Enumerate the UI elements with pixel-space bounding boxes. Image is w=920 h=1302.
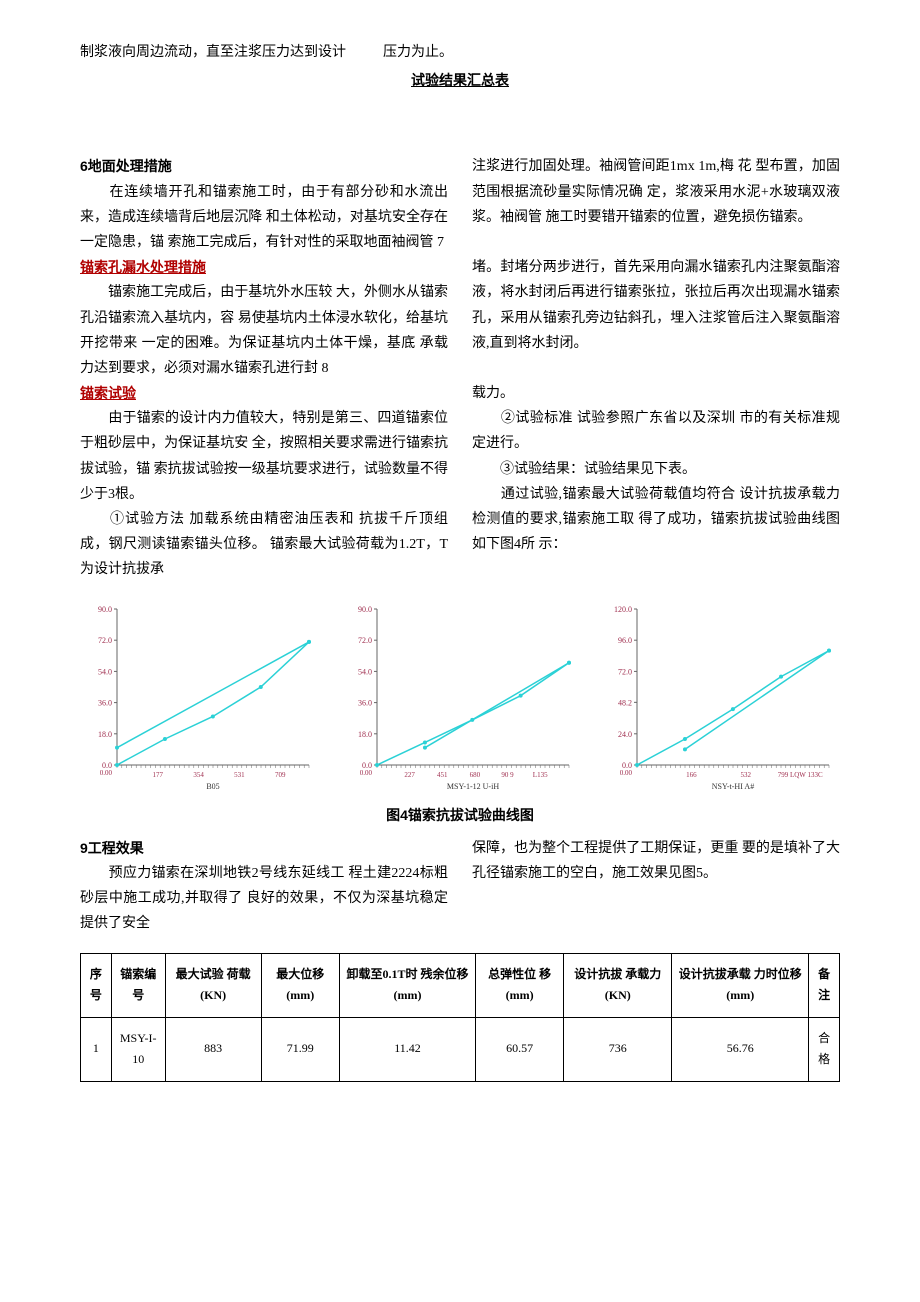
svg-text:36.0: 36.0 (98, 698, 112, 707)
chart-1: 0.018.036.054.072.090.0177354531709B050.… (80, 599, 320, 799)
section-9-left: 预应力锚索在深圳地铁2号线东延线工 程土建2224标粗砂层中施工成功,并取得了 … (80, 861, 448, 937)
th-3: 最大位移 (mm) (261, 953, 339, 1017)
td-2: 883 (165, 1017, 261, 1081)
th-4: 卸载至0.1T时 残余位移(mm) (339, 953, 475, 1017)
svg-text:54.0: 54.0 (358, 667, 372, 676)
chart-2: 0.018.036.054.072.090.022745168090 9L135… (340, 599, 580, 799)
section-9: 9工程效果 预应力锚索在深圳地铁2号线东延线工 程土建2224标粗砂层中施工成功… (80, 836, 840, 937)
results-table: 序号 锚索编号 最大试验 荷载(KN) 最大位移 (mm) 卸载至0.1T时 残… (80, 953, 840, 1082)
th-5: 总弹性位 移(mm) (476, 953, 564, 1017)
th-0: 序号 (81, 953, 112, 1017)
svg-text:NSY-t-HI A#: NSY-t-HI A# (712, 782, 754, 791)
svg-text:531: 531 (234, 771, 245, 779)
svg-text:451: 451 (437, 771, 448, 779)
svg-text:72.0: 72.0 (358, 636, 372, 645)
td-0: 1 (81, 1017, 112, 1081)
th-2: 最大试验 荷载(KN) (165, 953, 261, 1017)
section-7-title: 锚索孔漏水处理措施 (80, 255, 448, 280)
section-8-right-p2: ②试验标准 试验参照广东省以及深圳 市的有关标准规定进行。 (472, 406, 840, 456)
svg-text:18.0: 18.0 (358, 729, 372, 738)
section-8-left-p2: ①试验方法 加载系统由精密油压表和 抗拔千斤顶组成，钢尺测读锚索锚头位移。 锚索… (80, 507, 448, 583)
th-1: 锚索编号 (111, 953, 165, 1017)
svg-text:18.0: 18.0 (98, 729, 112, 738)
svg-text:0.00: 0.00 (620, 769, 633, 777)
td-4: 11.42 (339, 1017, 475, 1081)
td-5: 60.57 (476, 1017, 564, 1081)
svg-text:532: 532 (741, 771, 752, 779)
section-6-title: 6地面处理措施 (80, 154, 448, 179)
table-row: 1 MSY-I-10 883 71.99 11.42 60.57 736 56.… (81, 1017, 840, 1081)
svg-text:72.0: 72.0 (618, 667, 632, 676)
section-8-right-p4: 通过试验,锚索最大试验荷载值均符合 设计抗拔承载力检测值的要求,锚索施工取 得了… (472, 482, 840, 558)
svg-text:0.00: 0.00 (360, 769, 373, 777)
section-6: 6地面处理措施 在连续墙开孔和锚索施工时，由于有部分砂和水流出来，造成连续墙背后… (80, 154, 840, 582)
svg-text:MSY-1-12 U-iH: MSY-1-12 U-iH (447, 782, 499, 791)
section-9-right: 保障，也为整个工程提供了工期保证，更重 要的是填补了大孔径锚索施工的空白，施工效… (472, 836, 840, 886)
chart-3: 0.024.048.272.096.0120.0166532799 LQW 13… (600, 599, 840, 799)
section-6-right: 注浆进行加固处理。袖阀管间距1mx 1m,梅 花 型布置，加固范围根据流砂量实际… (472, 154, 840, 230)
table-title: 试验结果汇总表 (80, 69, 840, 94)
th-7: 设计抗拔承载 力时位移(mm) (672, 953, 809, 1017)
section-7-left: 锚索施工完成后，由于基坑外水压较 大，外侧水从锚索孔沿锚索流入基坑内，容 易使基… (80, 280, 448, 381)
charts-row: 0.018.036.054.072.090.0177354531709B050.… (80, 599, 840, 799)
intro-right: 压力为止。 (383, 45, 453, 60)
svg-text:680: 680 (470, 771, 481, 779)
td-1: MSY-I-10 (111, 1017, 165, 1081)
svg-text:120.0: 120.0 (614, 605, 632, 614)
th-6: 设计抗拔 承载力 (KN) (564, 953, 672, 1017)
svg-text:B05: B05 (206, 782, 219, 791)
svg-text:36.0: 36.0 (358, 698, 372, 707)
section-9-title: 9工程效果 (80, 836, 448, 861)
intro-left: 制浆液向周边流动，直至注浆压力达到设计 (80, 45, 346, 60)
charts-caption: 图4锚索抗拔试验曲线图 (80, 803, 840, 828)
section-8-left-p1: 由于锚索的设计内力值较大，特别是第三、四道锚索位于粗砂层中，为保证基坑安 全，按… (80, 406, 448, 507)
svg-text:54.0: 54.0 (98, 667, 112, 676)
svg-text:48.2: 48.2 (618, 698, 632, 707)
svg-text:90 9: 90 9 (501, 771, 514, 779)
svg-text:166: 166 (686, 771, 697, 779)
svg-text:354: 354 (193, 771, 204, 779)
svg-text:L135: L135 (533, 771, 548, 779)
svg-text:799 LQW 133C: 799 LQW 133C (778, 771, 823, 779)
svg-text:90.0: 90.0 (98, 605, 112, 614)
svg-text:90.0: 90.0 (358, 605, 372, 614)
td-8: 合格 (809, 1017, 840, 1081)
svg-text:177: 177 (153, 771, 164, 779)
th-8: 备注 (809, 953, 840, 1017)
td-7: 56.76 (672, 1017, 809, 1081)
svg-text:96.0: 96.0 (618, 636, 632, 645)
svg-text:24.0: 24.0 (618, 729, 632, 738)
svg-text:709: 709 (275, 771, 286, 779)
section-7-right: 堵。封堵分两步进行，首先采用向漏水锚索孔内注聚氨酯溶液，将水封闭后再进行锚索张拉… (472, 255, 840, 356)
svg-text:0.00: 0.00 (100, 769, 113, 777)
section-6-left: 在连续墙开孔和锚索施工时，由于有部分砂和水流出来，造成连续墙背后地层沉降 和土体… (80, 180, 448, 256)
svg-text:72.0: 72.0 (98, 636, 112, 645)
td-6: 736 (564, 1017, 672, 1081)
intro-fragment: 制浆液向周边流动，直至注浆压力达到设计 压力为止。 (80, 40, 840, 65)
section-8-right-p3: ③试验结果：试验结果见下表。 (472, 457, 840, 482)
section-8-right-p1: 载力。 (472, 381, 840, 406)
td-3: 71.99 (261, 1017, 339, 1081)
svg-text:227: 227 (404, 771, 415, 779)
table-header-row: 序号 锚索编号 最大试验 荷载(KN) 最大位移 (mm) 卸载至0.1T时 残… (81, 953, 840, 1017)
section-8-title: 锚索试验 (80, 381, 448, 406)
